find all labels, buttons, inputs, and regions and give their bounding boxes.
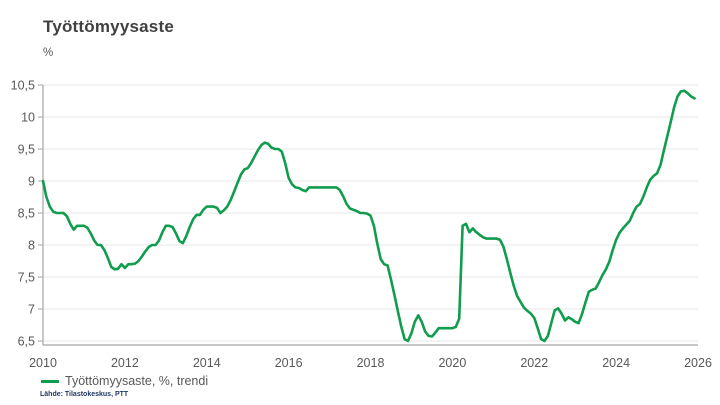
y-tick-label: 7,5: [18, 271, 35, 285]
x-tick-label: 2022: [520, 356, 548, 370]
y-tick-label: 9: [28, 175, 35, 189]
x-tick-label: 2026: [684, 356, 712, 370]
x-tick-label: 2020: [438, 356, 466, 370]
y-tick-label: 10: [21, 111, 35, 125]
source-note: Lähde: Tilastokeskus, PTT: [40, 391, 129, 398]
y-tick-label: 8,5: [18, 207, 35, 221]
legend-line-swatch-icon: [41, 379, 59, 383]
chart-title: Työttömyysaste: [43, 17, 174, 36]
x-tick-label: 2018: [357, 356, 385, 370]
y-tick-label: 7: [28, 303, 35, 317]
x-tick-label: 2024: [602, 356, 630, 370]
x-tick-label: 2016: [275, 356, 303, 370]
y-tick-label: 10,5: [11, 79, 35, 93]
y-tick-label: 9,5: [18, 143, 35, 157]
x-tick-label: 2014: [193, 356, 221, 370]
y-tick-label: 8: [28, 239, 35, 253]
y-tick-label: 6,5: [18, 335, 35, 349]
trend-line: [41, 89, 696, 343]
legend: Työttömyysaste, %, trendi: [41, 374, 208, 388]
y-axis-unit-label: %: [43, 47, 54, 59]
x-tick-label: 2012: [111, 356, 139, 370]
legend-label: Työttömyysaste, %, trendi: [65, 374, 209, 388]
x-tick-label: 2010: [29, 356, 57, 370]
